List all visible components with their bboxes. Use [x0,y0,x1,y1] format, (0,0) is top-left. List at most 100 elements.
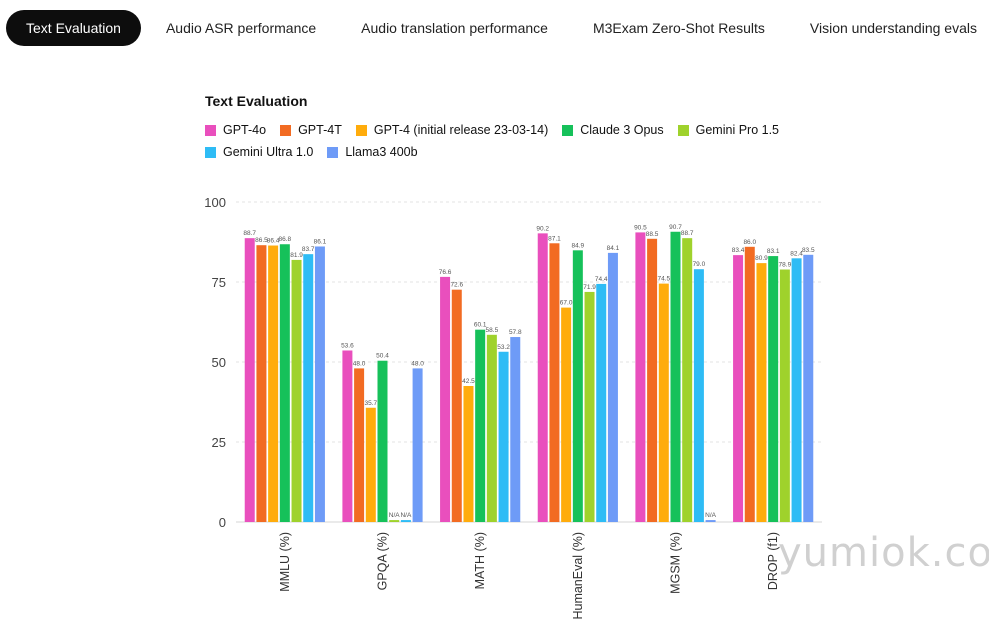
bar[interactable] [354,368,365,522]
data-label: 88.7 [243,230,256,237]
bar[interactable] [463,386,474,522]
legend-item[interactable]: GPT-4 (initial release 23-03-14) [355,120,548,140]
bar[interactable] [572,250,583,522]
bar[interactable] [440,276,451,522]
bar[interactable] [303,254,314,522]
data-label: 86.4 [267,238,280,245]
chart-title: Text Evaluation [205,93,308,109]
bar[interactable] [733,255,744,522]
bar[interactable] [389,520,400,522]
tab-bar: Text Evaluation Audio ASR performance Audi… [6,10,989,46]
bar[interactable] [549,243,560,522]
data-label: 60.1 [474,322,487,329]
bar[interactable] [768,256,779,522]
x-tick-label: DROP (f1) [766,532,780,590]
data-label: 83.4 [732,247,745,254]
bar[interactable] [584,291,595,522]
data-label: 53.2 [497,344,510,351]
legend-item[interactable]: Gemini Pro 1.5 [677,120,779,140]
bar[interactable] [412,368,423,522]
data-label: 35.7 [364,400,377,407]
tab-audio-translation-performance[interactable]: Audio translation performance [361,20,548,36]
data-label: 58.5 [486,327,499,334]
y-tick-label: 50 [212,355,226,370]
x-tick-label: GPQA (%) [376,532,390,590]
bar[interactable] [342,350,353,522]
tab-audio-asr-performance[interactable]: Audio ASR performance [165,20,317,36]
watermark: yumiok.com [778,530,989,576]
legend-swatch [205,146,216,158]
bar[interactable] [658,283,669,522]
tab-text-evaluation[interactable]: Text Evaluation [6,10,141,46]
bar[interactable] [475,329,486,522]
data-label: 57.8 [509,329,522,336]
data-label: 82.4 [790,250,803,257]
x-tick-label: MGSM (%) [669,532,683,594]
data-label: 86.8 [279,236,292,243]
data-label: 83.1 [767,248,780,255]
bar[interactable] [693,269,704,522]
bar[interactable] [596,283,607,522]
bar[interactable] [510,337,521,522]
legend-swatch [562,124,574,136]
legend-label: Llama3 400b [345,145,418,159]
bar[interactable] [635,232,646,522]
data-label: 86.5 [255,237,268,244]
legend-item[interactable]: GPT-4T [280,120,342,140]
data-label: 48.0 [353,360,366,367]
bar[interactable] [537,233,548,523]
tab-vision-understanding-evals[interactable]: Vision understanding evals [809,20,977,36]
bar[interactable] [756,263,767,522]
bar[interactable] [670,231,681,522]
data-label: 80.9 [755,255,768,262]
data-label: 48.0 [411,360,424,367]
bar[interactable] [279,244,290,523]
legend-label: GPT-4T [298,123,342,137]
bar[interactable] [682,238,693,522]
bar[interactable] [314,246,325,523]
legend-item[interactable]: GPT-4o [205,120,266,140]
bar[interactable] [791,258,802,522]
legend-label: GPT-4o [223,123,267,137]
legend-label: Gemini Ultra 1.0 [223,145,314,159]
bar[interactable] [451,289,462,522]
bar[interactable] [498,351,509,522]
bar[interactable] [705,520,716,522]
y-tick-label: 0 [219,515,226,530]
bar[interactable] [365,407,376,522]
tab-m3exam-zero-shot-results[interactable]: M3Exam Zero-Shot Results [592,20,765,36]
bar[interactable] [400,520,411,522]
data-label: 84.1 [607,245,620,252]
bar[interactable] [256,245,267,522]
legend-label: Claude 3 Opus [580,123,664,137]
legend-swatch [327,146,339,158]
bar[interactable] [779,269,790,522]
data-label: 88.5 [646,231,659,238]
bar[interactable] [486,334,497,522]
bar[interactable] [561,307,572,522]
bar[interactable] [607,252,618,522]
chart-legend: GPT-4o GPT-4T GPT-4 (initial release 23-03… [205,120,845,164]
data-label: 50.4 [376,353,389,360]
data-label: 67.0 [560,300,573,307]
bar[interactable] [744,246,755,523]
legend-item[interactable]: Llama3 400b [327,142,418,162]
data-label: 72.6 [450,282,463,289]
y-tick-label: 25 [212,435,226,450]
bar[interactable] [803,254,814,523]
legend-swatch [677,124,689,136]
bar[interactable] [377,360,388,522]
data-label: 84.9 [572,242,585,249]
bar[interactable] [647,238,658,523]
data-label: 88.7 [681,230,694,237]
bar[interactable] [244,238,255,522]
legend-item[interactable]: Gemini Ultra 1.0 [205,142,313,162]
data-label: 79.0 [693,261,706,268]
data-label: 76.6 [439,269,452,276]
bar[interactable] [291,259,302,522]
legend-item[interactable]: Claude 3 Opus [562,120,664,140]
y-tick-label: 75 [212,275,226,290]
data-label: 74.5 [657,276,670,283]
bar[interactable] [268,245,279,522]
